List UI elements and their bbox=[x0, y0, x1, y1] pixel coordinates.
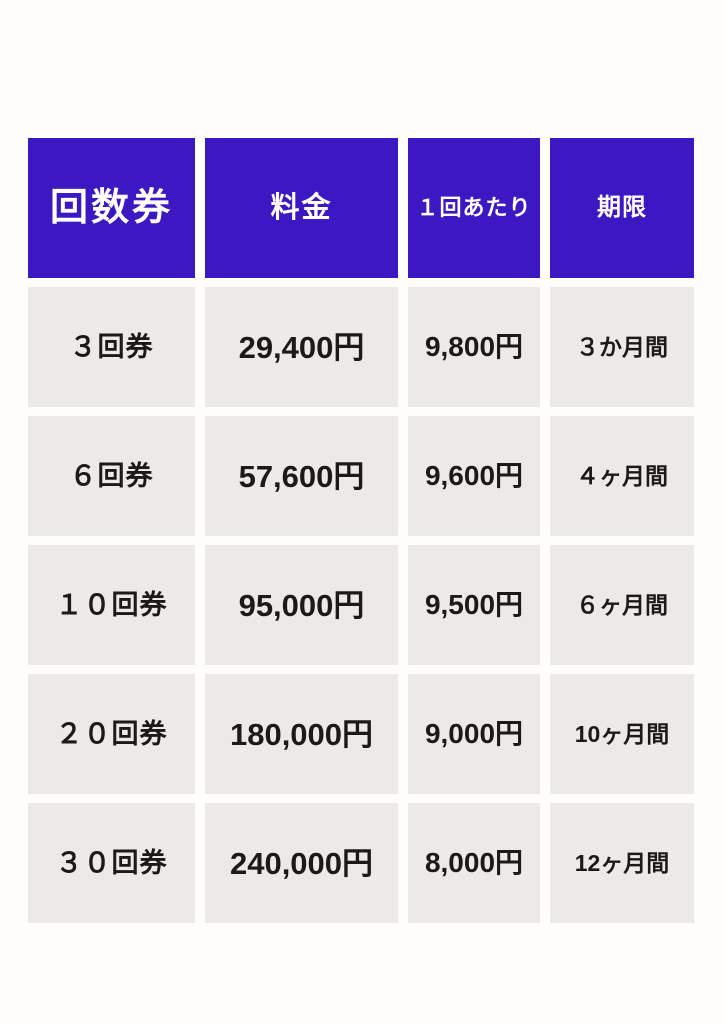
header-period: 期限 bbox=[550, 138, 694, 278]
cell-ticket: １０回券 bbox=[28, 545, 195, 665]
cell-period: 10ヶ月間 bbox=[550, 674, 694, 794]
pricing-table: 回数券 料金 １回あたり 期限 ３回券 29,400円 9,800円 ３か月間 … bbox=[28, 138, 694, 923]
cell-ticket: ３回券 bbox=[28, 287, 195, 407]
cell-per-session: 9,000円 bbox=[408, 674, 540, 794]
cell-per-session: 9,800円 bbox=[408, 287, 540, 407]
cell-ticket: ３０回券 bbox=[28, 803, 195, 923]
cell-price: 95,000円 bbox=[205, 545, 398, 665]
cell-per-session: 9,600円 bbox=[408, 416, 540, 536]
cell-period: ３か月間 bbox=[550, 287, 694, 407]
cell-ticket: ２０回券 bbox=[28, 674, 195, 794]
cell-per-session: 9,500円 bbox=[408, 545, 540, 665]
header-price: 料金 bbox=[205, 138, 398, 278]
cell-price: 240,000円 bbox=[205, 803, 398, 923]
cell-price: 180,000円 bbox=[205, 674, 398, 794]
cell-period: ６ヶ月間 bbox=[550, 545, 694, 665]
cell-ticket: ６回券 bbox=[28, 416, 195, 536]
cell-per-session: 8,000円 bbox=[408, 803, 540, 923]
cell-period: 12ヶ月間 bbox=[550, 803, 694, 923]
cell-price: 29,400円 bbox=[205, 287, 398, 407]
header-per-session: １回あたり bbox=[408, 138, 540, 278]
cell-period: ４ヶ月間 bbox=[550, 416, 694, 536]
cell-price: 57,600円 bbox=[205, 416, 398, 536]
header-ticket: 回数券 bbox=[28, 138, 195, 278]
